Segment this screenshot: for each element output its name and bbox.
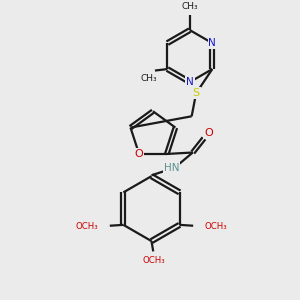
Text: CH₃: CH₃ bbox=[182, 2, 198, 11]
Text: OCH₃: OCH₃ bbox=[142, 256, 165, 265]
Text: S: S bbox=[193, 88, 200, 98]
Text: O: O bbox=[204, 128, 213, 138]
Text: O: O bbox=[135, 149, 143, 159]
Text: HN: HN bbox=[164, 163, 179, 173]
Text: OCH₃: OCH₃ bbox=[75, 222, 98, 231]
Text: OCH₃: OCH₃ bbox=[205, 222, 228, 231]
Text: N: N bbox=[186, 77, 194, 87]
Text: CH₃: CH₃ bbox=[140, 74, 157, 83]
Text: N: N bbox=[208, 38, 216, 48]
